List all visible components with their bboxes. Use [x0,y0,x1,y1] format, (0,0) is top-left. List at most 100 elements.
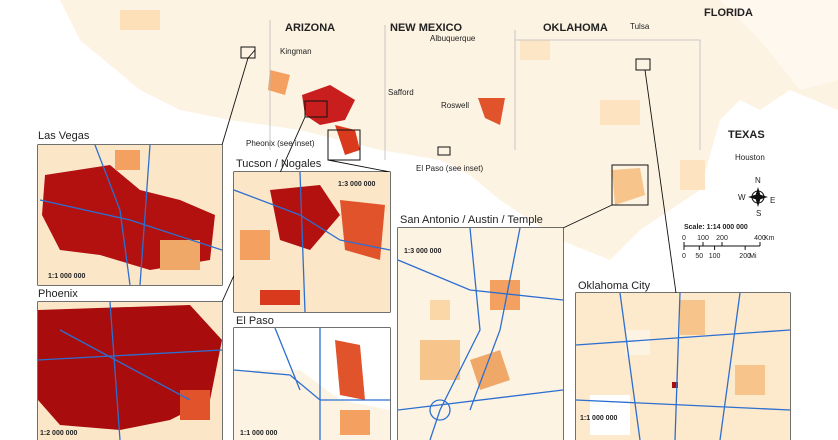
map-shape [398,228,563,440]
inset-scale: 1:3 000 000 [338,181,375,188]
inset: Las Vegas 1:1 000 000 [37,130,223,286]
map-shape [625,330,650,355]
map-shape [735,365,765,395]
map-shape [520,40,550,60]
inset-title: Tucson / Nogales [236,158,322,170]
map-shape [430,300,450,320]
map-shape [635,58,651,71]
map-shape [115,150,140,170]
map-shape [304,100,328,118]
compass-label: N [755,176,761,185]
map-shape [470,350,510,390]
compass: N S E W [738,176,775,218]
map-shape [680,300,705,335]
inset: Phoenix 1:2 000 000 [37,288,223,440]
map-shape [429,399,451,421]
map-shape [160,240,200,270]
state-label: ARIZONA [285,22,335,34]
inset-title: El Paso [236,315,274,327]
map-shape [180,390,210,420]
scale-tick-label: 400 [754,235,766,242]
map-shape [672,382,678,388]
inset: Oklahoma City 1:1 000 000 [575,280,791,440]
map-shape [240,230,270,260]
map-shape [340,200,385,260]
map-shape [720,0,838,90]
city-label: El Paso (see inset) [416,164,483,173]
city-label: Kingman [280,47,312,56]
city-label: Roswell [441,101,469,110]
map-shape [327,129,361,161]
map-shape [398,228,563,440]
map-shape [576,293,790,440]
map-shape [562,204,613,229]
map-shape [247,49,256,59]
inset-scale: 1:3 000 000 [404,248,441,255]
inset: Tucson / Nogales 1:3 000 000 [233,158,391,313]
city-label: Albuquerque [430,34,476,43]
scale-tick-label: 50 [695,253,703,260]
map-shape [335,125,360,155]
state-label: FLORIDA [704,7,753,19]
map-shape [398,228,563,440]
map-shape [644,69,677,294]
inset-title: Phoenix [38,288,78,300]
city-label: Tulsa [630,22,650,31]
map-shape [335,340,365,400]
map-shape [680,160,705,190]
map-shape [38,302,222,440]
scale-unit: Km [764,235,775,242]
map-shape [38,145,222,285]
city-label: Houston [735,153,765,162]
map-shape [612,168,645,205]
map-shape [611,164,649,206]
scale-unit: Mi [749,253,757,260]
map-shape [437,146,451,156]
map-shape [302,85,355,125]
map-shape [600,100,640,125]
map-shape [38,302,222,440]
land [60,0,838,260]
compass-label: W [738,193,746,202]
map-shape [234,328,390,440]
inset-title: Oklahoma City [578,280,651,292]
map-shape [39,145,222,285]
state-label: TEXAS [728,129,765,141]
map-shape [268,70,290,95]
inset-scale: 1:1 000 000 [240,430,277,437]
inset-scale: 1:1 000 000 [580,415,617,422]
map-shape [234,172,390,312]
inset: San Antonio / Austin / Temple 1:3 000 00… [397,214,564,440]
compass-label: E [770,196,775,205]
city-label: Safford [388,88,414,97]
scale-tick-label: 0 [682,253,686,260]
inset-scale: 1:1 000 000 [48,273,85,280]
map-shape [240,46,256,59]
scale-tick-label: 200 [739,253,751,260]
map-shape [340,410,370,435]
inset-title: Las Vegas [38,130,90,142]
map-shape [120,10,160,30]
inset-scale: 1:2 000 000 [40,430,77,437]
inset-title: San Antonio / Austin / Temple [400,214,543,226]
map-shape [327,159,391,173]
city-label: Pheonix (see inset) [246,139,315,148]
scale-label: Scale: 1:14 000 000 [684,224,748,231]
compass-label: S [756,209,761,218]
map-shape [748,187,768,207]
inset: El Paso 1:1 000 000 [233,315,391,440]
map-shape [234,172,390,312]
state-label: NEW MEXICO [390,22,463,34]
map-shape [420,340,460,380]
scale-tick-label: 0 [682,235,686,242]
state-label: OKLAHOMA [543,22,608,34]
map-shape [260,290,300,305]
map-shape [576,293,790,440]
map-shape [234,328,390,440]
map-shape [269,20,701,160]
scale-tick-label: 100 [709,253,721,260]
map-shape [221,57,249,146]
scale-tick-label: 100 [697,235,709,242]
